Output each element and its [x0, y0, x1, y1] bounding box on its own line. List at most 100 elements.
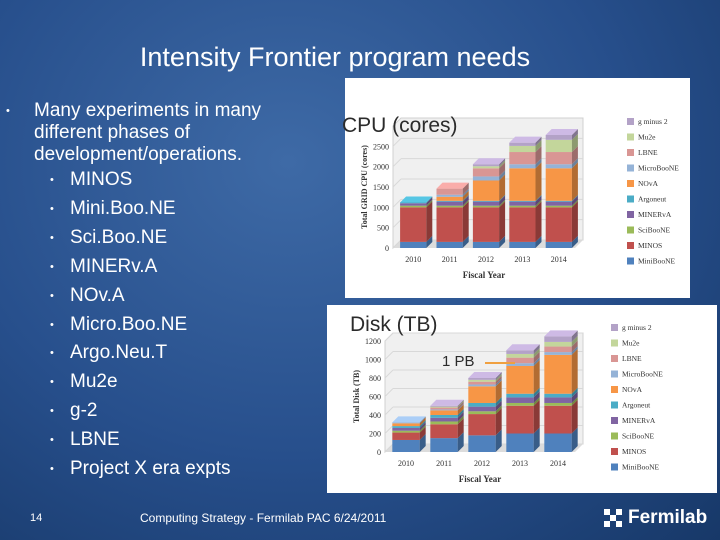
sub-bullet-item: • MINOS [6, 166, 326, 195]
sub-bullet-list: • MINOS • Mini.Boo.NE • Sci.Boo.NE • MINERv.A • N… [6, 166, 326, 484]
bar-segment-side [462, 182, 469, 195]
bar-segment [506, 393, 534, 398]
bar-top-cap [392, 416, 426, 423]
sub-bullet-item: • NOv.A [6, 282, 326, 311]
bar-segment-side [535, 195, 542, 206]
bar-segment [436, 196, 463, 201]
bar-segment [509, 205, 536, 208]
y-tick-label: 1000 [365, 356, 381, 365]
y-tick-label: 200 [369, 430, 381, 439]
x-axis-label: Fiscal Year [459, 474, 501, 484]
bar-segment [436, 188, 463, 195]
bar-segment [506, 402, 534, 406]
bar-segment-side [571, 133, 578, 153]
bar-segment-side [499, 195, 506, 206]
legend-swatch [611, 463, 618, 471]
cpu-chart-label: CPU (cores) [342, 114, 458, 137]
bar-segment [392, 432, 420, 440]
bar-segment [468, 435, 496, 452]
bar-segment-side [499, 201, 506, 242]
bar-segment [468, 411, 496, 415]
bar-top-cap [544, 330, 578, 337]
bar-segment-side [419, 421, 426, 431]
bar-segment-side [419, 420, 426, 428]
legend-entry: MiniBooNE [622, 463, 660, 472]
gridline-depth [392, 158, 402, 168]
bar-segment [545, 207, 572, 242]
bar-top-cap [506, 344, 540, 351]
bar-segment [400, 205, 427, 208]
bar-segment [506, 357, 534, 364]
legend-entry: SciBooNE [622, 432, 655, 441]
bar-segment [430, 407, 458, 410]
bar-segment-side [462, 188, 469, 197]
bar-segment [509, 142, 536, 146]
bar-segment-side [419, 426, 426, 440]
bar-segment-side [571, 391, 578, 403]
bullet-dot-icon: • [50, 376, 54, 389]
legend-entry: LBNE [622, 354, 642, 363]
sub-bullet-item: • LBNE [6, 426, 326, 455]
bar-segment-side [535, 158, 542, 169]
x-axis-label: Fiscal Year [463, 270, 505, 280]
bar-segment-side [495, 400, 502, 412]
bar-segment [506, 350, 534, 354]
bar-segment-side [571, 201, 578, 242]
y-tick-label: 600 [369, 393, 381, 402]
legend-entry: Mu2e [638, 133, 656, 142]
cpu-chart: 0 500 1000 1500 2000 2500 Total GRID CPU (core… [360, 117, 679, 280]
bar-segment-side [499, 162, 506, 177]
legend-entry: NOvA [638, 179, 659, 188]
gridline-depth [392, 219, 402, 229]
bar-segment [472, 205, 500, 208]
x-tick-label: 2010 [398, 459, 414, 468]
bar-segment-side [535, 194, 542, 202]
legend-swatch [611, 386, 618, 393]
bar-segment [430, 406, 458, 408]
bar-segment [472, 201, 500, 206]
bullet-main-text: Many experiments in many different phase… [34, 100, 262, 165]
bullet-main: • Many experiments in many different pha… [6, 100, 294, 166]
bullet-dot-icon: • [50, 231, 54, 244]
legend-swatch [611, 401, 618, 409]
bar-segment-side [533, 399, 540, 434]
y-axis-label: Total GRID CPU (cores) [360, 145, 369, 229]
legend-swatch [611, 448, 618, 455]
bar-segment-side [419, 417, 426, 427]
gridline-depth [392, 137, 402, 147]
page-number: 14 [30, 512, 43, 524]
legend-entry: NOvA [622, 385, 643, 394]
gridline-depth [384, 443, 394, 453]
x-tick-label: 2013 [512, 459, 528, 468]
bar-segment-side [499, 235, 506, 248]
bar-segment [544, 405, 572, 434]
bar-segment-side [499, 158, 506, 167]
gridline-depth [384, 388, 394, 397]
bar-segment [400, 202, 427, 204]
bar-segment-side [495, 396, 502, 407]
x-tick-label: 2012 [474, 459, 490, 468]
bar-segment [509, 200, 536, 202]
bar-segment [430, 424, 458, 439]
bar-segment [472, 168, 500, 177]
y-tick-label: 0 [385, 244, 389, 253]
bar-segment [545, 168, 572, 201]
bar-segment [509, 207, 536, 242]
bar-segment-side [533, 347, 540, 358]
bar-segment [436, 241, 463, 248]
bullet-dot-icon: • [50, 260, 54, 273]
sub-bullet-item: • Mini.Boo.NE [6, 195, 326, 224]
cpu-chart-panel: 0 500 1000 1500 2000 2500 Total GRID CPU (core… [345, 78, 690, 298]
bar-segment-side [457, 403, 464, 411]
legend-swatch [627, 242, 634, 249]
bar-segment [509, 164, 536, 169]
bar-segment-side [462, 201, 469, 242]
bar-segment [468, 381, 496, 385]
bar-top-cap [509, 136, 542, 143]
y-tick-label: 2000 [373, 163, 389, 172]
legend-entry: MINERvA [622, 416, 656, 425]
bar-segment [436, 194, 463, 197]
bar-segment [506, 397, 534, 403]
bar-segment-side [419, 416, 426, 424]
bullet-dot-icon: • [50, 347, 54, 360]
